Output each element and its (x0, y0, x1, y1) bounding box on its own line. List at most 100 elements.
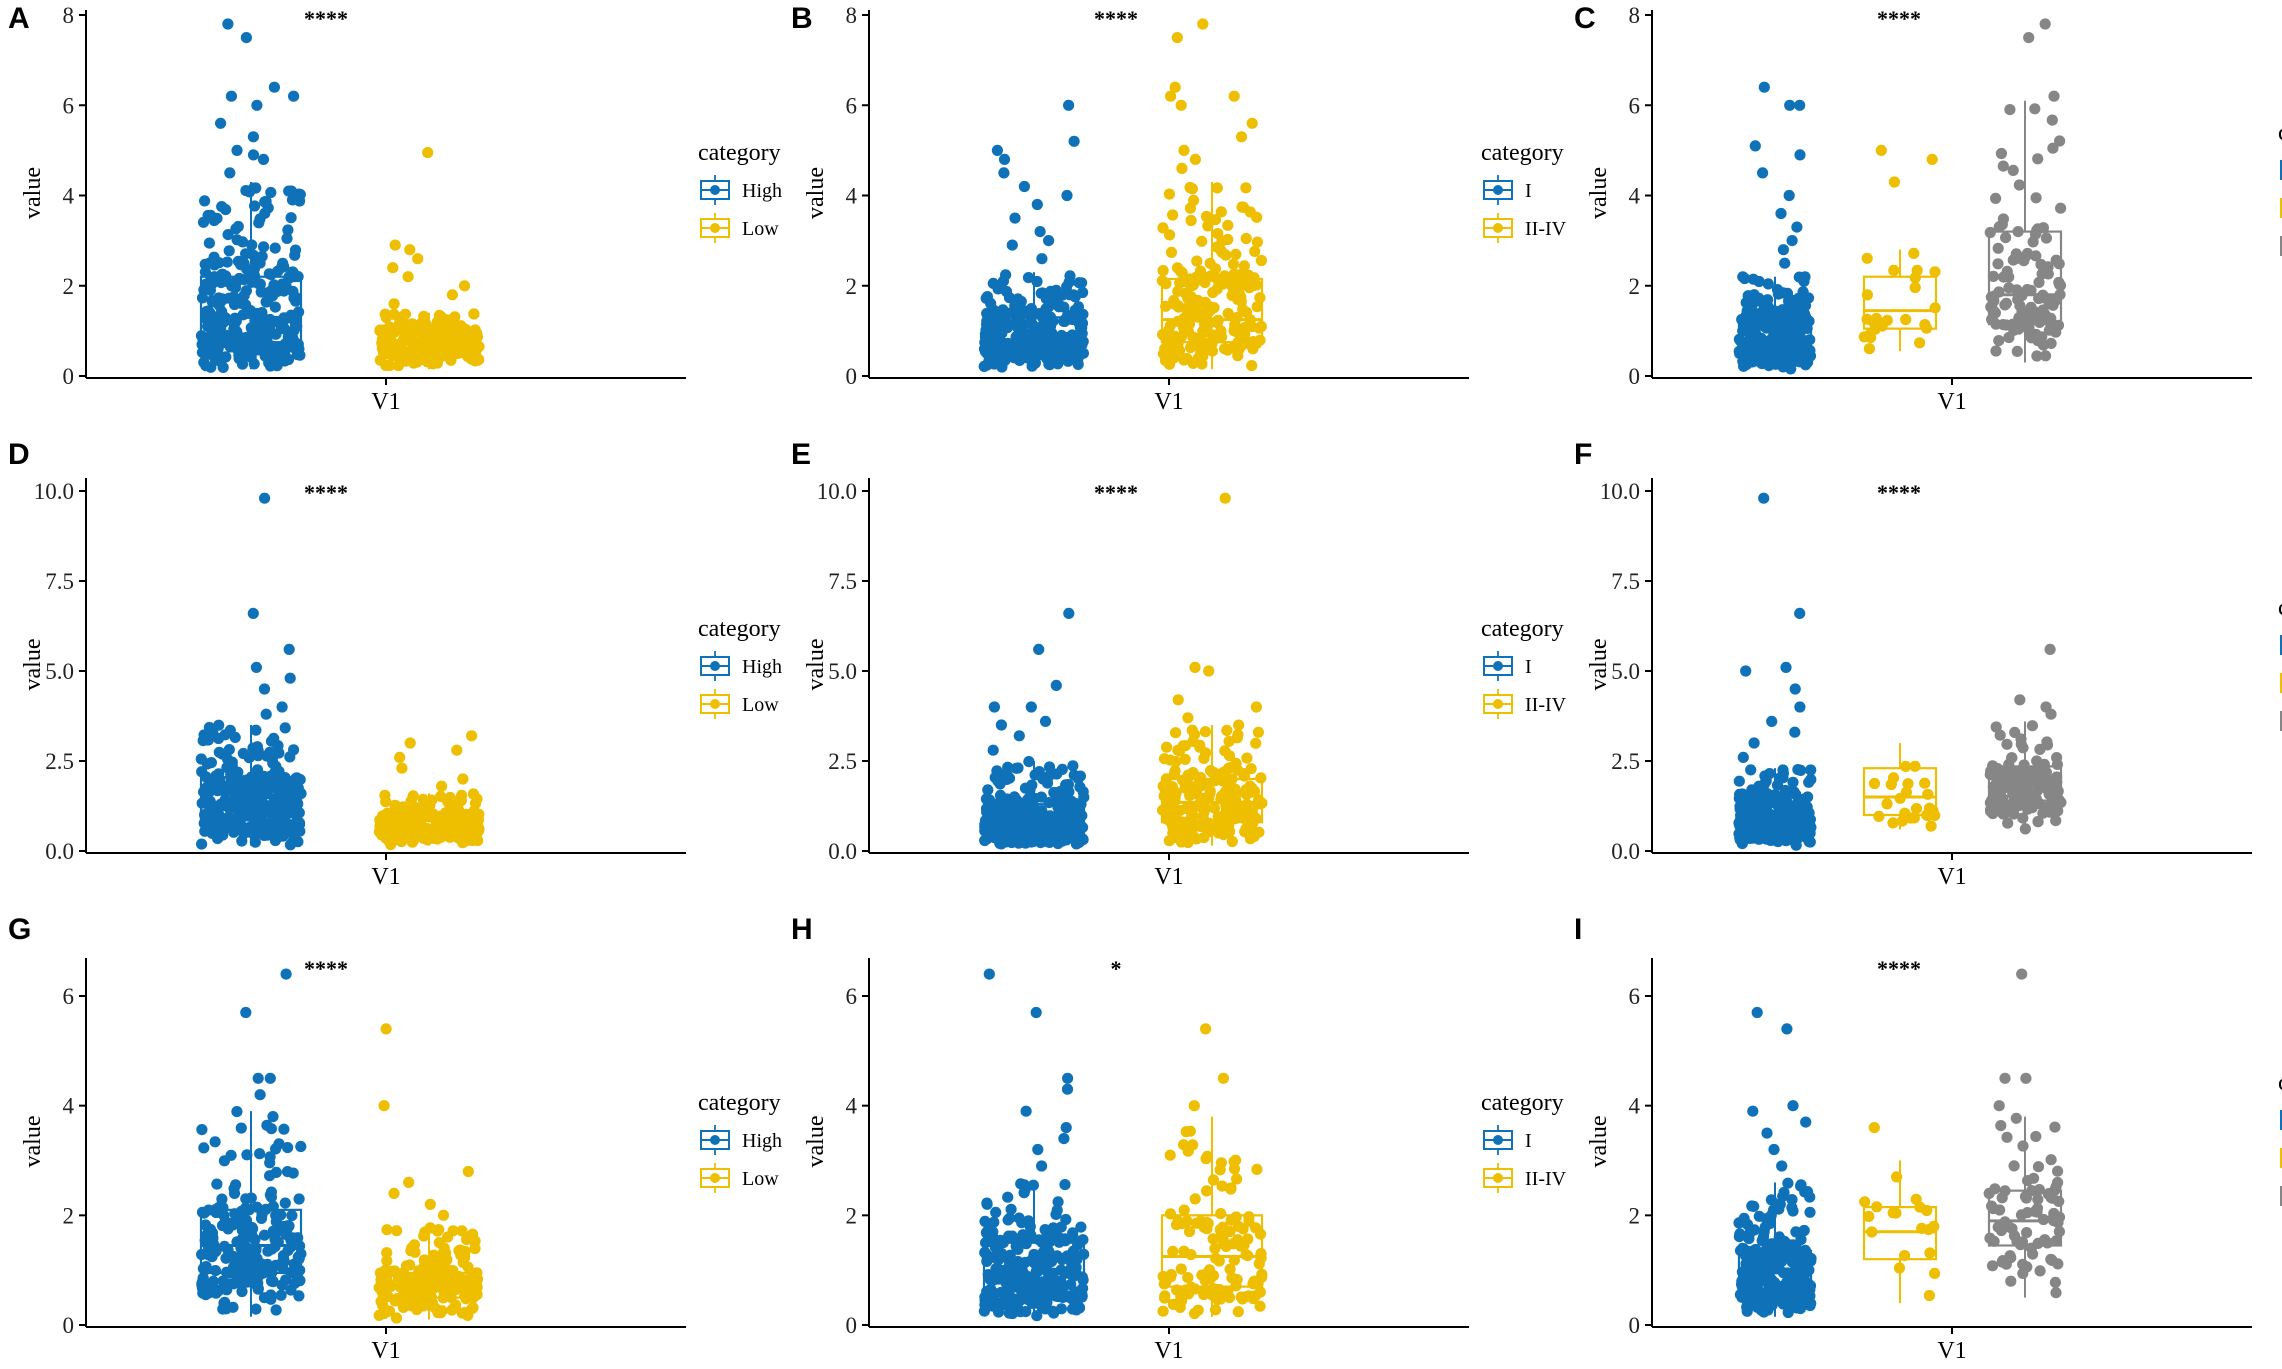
legend-label: High (742, 1130, 782, 1152)
data-point (1012, 762, 1024, 774)
data-point (429, 1302, 441, 1314)
data-point (257, 320, 269, 332)
data-point (1773, 1231, 1785, 1243)
data-point (1868, 777, 1881, 790)
outlier-point (1868, 1122, 1880, 1134)
outlier-point (288, 90, 300, 102)
outlier-point (983, 968, 995, 980)
data-point (1240, 182, 1252, 194)
data-point (1887, 817, 1899, 829)
data-point (275, 1289, 287, 1301)
y-tick-label: 6 (63, 93, 75, 118)
data-point (1165, 246, 1178, 258)
legend-item-II-IV: II-IV (1483, 213, 1567, 243)
series-Low (373, 1023, 484, 1324)
data-point (1026, 353, 1038, 366)
data-point (1157, 1270, 1169, 1283)
data-point (2039, 1234, 2051, 1246)
data-point (1051, 768, 1063, 780)
data-point (442, 1231, 454, 1243)
legend: categoryEEAMSESEA (2278, 120, 2282, 256)
outlier-point (1776, 1160, 1788, 1172)
data-point (209, 1136, 221, 1148)
outlier-point (1781, 1023, 1793, 1035)
data-point (1254, 1300, 1266, 1312)
data-point (280, 806, 292, 818)
data-point (1197, 325, 1209, 337)
data-point (196, 1124, 208, 1136)
data-point (1041, 1255, 1053, 1267)
data-point (280, 351, 292, 364)
data-point (2048, 1207, 2060, 1220)
data-point (1031, 1310, 1043, 1322)
outlier-point (1235, 131, 1248, 143)
outlier-point (284, 672, 296, 684)
data-point (1887, 1207, 1899, 1219)
legend-label: High (742, 656, 782, 678)
data-point (1756, 1235, 1768, 1247)
data-point (1233, 269, 1246, 281)
data-point (1802, 791, 1814, 803)
legend-key-dot (1493, 185, 1503, 195)
data-point (462, 1309, 474, 1321)
data-point (987, 1274, 1000, 1286)
data-point (1016, 1265, 1029, 1277)
outlier-point (466, 730, 478, 742)
data-point (1254, 334, 1266, 346)
outlier-point (1030, 1006, 1042, 1019)
data-point (1250, 737, 1262, 749)
data-point (247, 335, 259, 347)
data-point (1232, 1306, 1244, 1318)
data-point (1733, 1217, 1745, 1229)
data-point (1987, 270, 1999, 282)
box-iqr (1987, 230, 2063, 326)
data-point (283, 1220, 295, 1232)
outlier-point (1758, 492, 1770, 504)
legend-item-I: I (1483, 1125, 1532, 1155)
data-point (211, 1178, 223, 1190)
data-point (1255, 254, 1267, 267)
data-point (289, 316, 302, 328)
legend-label: Low (742, 1168, 779, 1190)
series-High (196, 968, 307, 1317)
outlier-point (987, 744, 999, 756)
data-point (431, 1273, 444, 1286)
data-point (1202, 220, 1214, 232)
data-point (1748, 1258, 1760, 1270)
y-tick-label: 2 (63, 1203, 75, 1228)
outlier-point (404, 244, 416, 256)
series-II-IV (1156, 18, 1267, 372)
data-point (2041, 736, 2053, 748)
data-point (1224, 809, 1236, 821)
data-point (980, 1227, 993, 1239)
data-point (1799, 300, 1812, 312)
data-point (1992, 258, 2004, 270)
y-tick-label: 4 (846, 1094, 858, 1119)
data-point (2030, 192, 2042, 204)
data-point (2031, 350, 2043, 362)
data-point (235, 1122, 247, 1134)
data-point (1189, 1193, 1201, 1205)
legend-title: category (698, 616, 781, 642)
outlier-point (387, 262, 399, 274)
outlier-point (257, 153, 270, 165)
data-point (2006, 1223, 2018, 1235)
data-point (1240, 232, 1252, 245)
outlier-point (1219, 492, 1231, 504)
data-point (1761, 298, 1773, 311)
outlier-point (215, 117, 227, 129)
data-point (415, 326, 427, 339)
data-point (1001, 322, 1014, 334)
data-point (239, 298, 251, 310)
data-point (267, 781, 279, 793)
outlier-point (402, 271, 414, 283)
data-point (417, 793, 429, 805)
data-point (288, 744, 300, 756)
outlier-point (998, 167, 1010, 179)
data-point (1241, 805, 1253, 817)
data-point (1014, 302, 1026, 314)
significance-label: **** (1877, 956, 1921, 981)
data-point (1065, 805, 1077, 818)
data-point (1164, 1149, 1176, 1161)
data-point (2052, 319, 2065, 331)
